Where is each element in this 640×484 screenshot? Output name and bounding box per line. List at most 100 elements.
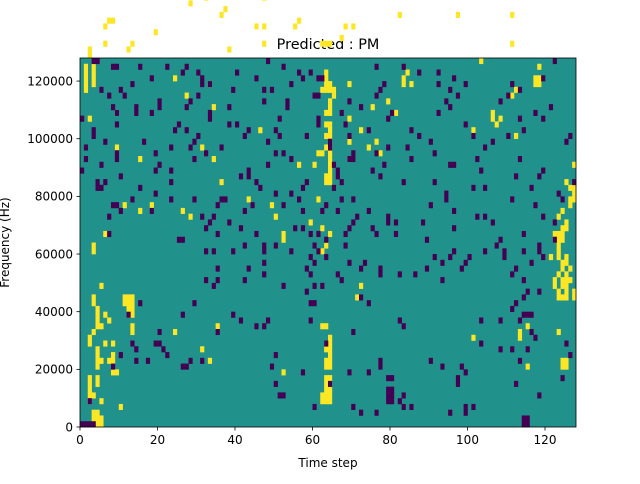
heatmap-cell-high bbox=[556, 328, 561, 336]
heatmap-cell-low bbox=[401, 403, 406, 411]
heatmap-cell-low bbox=[262, 323, 267, 330]
heatmap-cell-low bbox=[409, 156, 414, 163]
heatmap-cell-low bbox=[393, 230, 399, 238]
heatmap-cell-high bbox=[324, 144, 329, 151]
heatmap-cell-low bbox=[506, 92, 511, 99]
heatmap-cell-high bbox=[83, 63, 89, 70]
heatmap-cell-low bbox=[157, 104, 162, 111]
heatmap-cell-high bbox=[215, 323, 220, 330]
heatmap-cell-low bbox=[130, 340, 135, 347]
heatmap-cell-low bbox=[304, 132, 309, 140]
heatmap-cell-low bbox=[378, 363, 383, 370]
heatmap-cell-high bbox=[556, 242, 561, 249]
heatmap-cell-high bbox=[149, 202, 154, 209]
heatmap-cell-low bbox=[525, 421, 530, 428]
heatmap-cell-high bbox=[560, 294, 565, 301]
heatmap-cell-low bbox=[541, 115, 546, 122]
heatmap-cell-high bbox=[111, 17, 116, 24]
heatmap-cell-high bbox=[91, 242, 96, 249]
heatmap-cell-low bbox=[173, 127, 178, 134]
heatmap-cell-low bbox=[413, 271, 418, 278]
heatmap-cell-low bbox=[254, 323, 259, 330]
heatmap-cell-high bbox=[405, 69, 410, 76]
x-tick-label: 0 bbox=[76, 433, 84, 447]
heatmap-cell-low bbox=[510, 196, 515, 203]
heatmap-cell-high bbox=[180, 207, 185, 214]
heatmap-cell-low bbox=[277, 115, 282, 122]
heatmap-cell-low bbox=[235, 69, 240, 76]
heatmap-cell-high bbox=[324, 81, 329, 88]
heatmap-cell-low bbox=[362, 259, 368, 266]
heatmap-cell-high bbox=[328, 156, 333, 163]
heatmap-cell-low bbox=[246, 265, 251, 272]
x-axis-ticks: 0 20 40 60 80 100 120 bbox=[76, 427, 556, 447]
heatmap-cell-high bbox=[95, 317, 100, 324]
heatmap-cell-low bbox=[169, 179, 174, 186]
heatmap-cell-low bbox=[126, 311, 131, 318]
heatmap-cell-low bbox=[510, 81, 515, 88]
heatmap-cell-low bbox=[254, 230, 259, 238]
heatmap-cell-low bbox=[324, 202, 329, 209]
heatmap-cell-high bbox=[328, 150, 333, 157]
heatmap-cell-low bbox=[200, 81, 205, 88]
heatmap-cell-high bbox=[91, 328, 96, 336]
heatmap-cell-high bbox=[87, 375, 92, 382]
y-axis-ticks: 0 20000 40000 60000 80000 100000 120000 bbox=[27, 74, 80, 434]
heatmap-cell-low bbox=[393, 219, 399, 226]
heatmap-cell-low bbox=[483, 144, 488, 151]
heatmap-cell-low bbox=[211, 282, 216, 289]
heatmap-cell-high bbox=[401, 81, 406, 88]
heatmap-cell-low bbox=[401, 392, 406, 399]
heatmap-cell-low bbox=[374, 92, 379, 99]
heatmap-cell-high bbox=[111, 340, 116, 347]
heatmap-cell-low bbox=[312, 403, 317, 411]
x-tick-label: 80 bbox=[382, 433, 397, 447]
heatmap-cell-low bbox=[273, 242, 278, 249]
heatmap-cell-low bbox=[238, 317, 244, 324]
heatmap-cell-high bbox=[324, 386, 329, 393]
heatmap-cell-high bbox=[281, 369, 286, 376]
heatmap-cell-high bbox=[83, 69, 89, 76]
heatmap-cell-high bbox=[331, 86, 337, 93]
heatmap-cell-low bbox=[184, 63, 189, 70]
heatmap-cell-low bbox=[312, 242, 317, 249]
heatmap-cell-high bbox=[556, 271, 561, 278]
heatmap-cell-low bbox=[331, 184, 337, 191]
heatmap-cell-low bbox=[521, 230, 526, 238]
heatmap-cell-high bbox=[564, 254, 569, 261]
heatmap-cell-low bbox=[99, 184, 104, 191]
heatmap-cell-high bbox=[564, 294, 569, 301]
heatmap-cell-high bbox=[316, 196, 321, 203]
heatmap-cell-high bbox=[126, 305, 131, 312]
heatmap-cell-low bbox=[510, 271, 515, 278]
heatmap-cell-high bbox=[572, 294, 577, 301]
heatmap-cell-low bbox=[308, 230, 313, 238]
heatmap-cell-low bbox=[196, 92, 201, 99]
heatmap-cell-low bbox=[514, 265, 519, 272]
heatmap-cell-low bbox=[242, 132, 247, 140]
heatmap-cell-high bbox=[87, 386, 92, 393]
heatmap-cell-low bbox=[153, 150, 158, 157]
heatmap-cell-high bbox=[324, 380, 329, 387]
heatmap-cell-high bbox=[564, 363, 569, 370]
heatmap-cell-low bbox=[204, 277, 209, 284]
heatmap-cell-high bbox=[552, 230, 557, 238]
heatmap-cell-high bbox=[560, 277, 565, 284]
heatmap-cell-low bbox=[91, 421, 96, 428]
x-tick-label: 20 bbox=[150, 433, 165, 447]
heatmap-cell-high bbox=[114, 369, 120, 376]
heatmap-cell-low bbox=[215, 328, 220, 336]
heatmap-cell-high bbox=[560, 259, 565, 266]
heatmap-cell-low bbox=[517, 156, 523, 163]
heatmap-cell-low bbox=[533, 109, 538, 116]
heatmap-cell-low bbox=[134, 109, 139, 116]
heatmap-cell-high bbox=[328, 98, 333, 105]
heatmap-cell-high bbox=[207, 357, 213, 364]
heatmap-cell-low bbox=[448, 161, 453, 168]
heatmap-cell-low bbox=[343, 242, 348, 249]
heatmap-cell-low bbox=[238, 225, 244, 232]
heatmap-cell-low bbox=[304, 179, 309, 186]
heatmap-cell-low bbox=[537, 392, 542, 399]
heatmap-cell-low bbox=[207, 81, 213, 88]
